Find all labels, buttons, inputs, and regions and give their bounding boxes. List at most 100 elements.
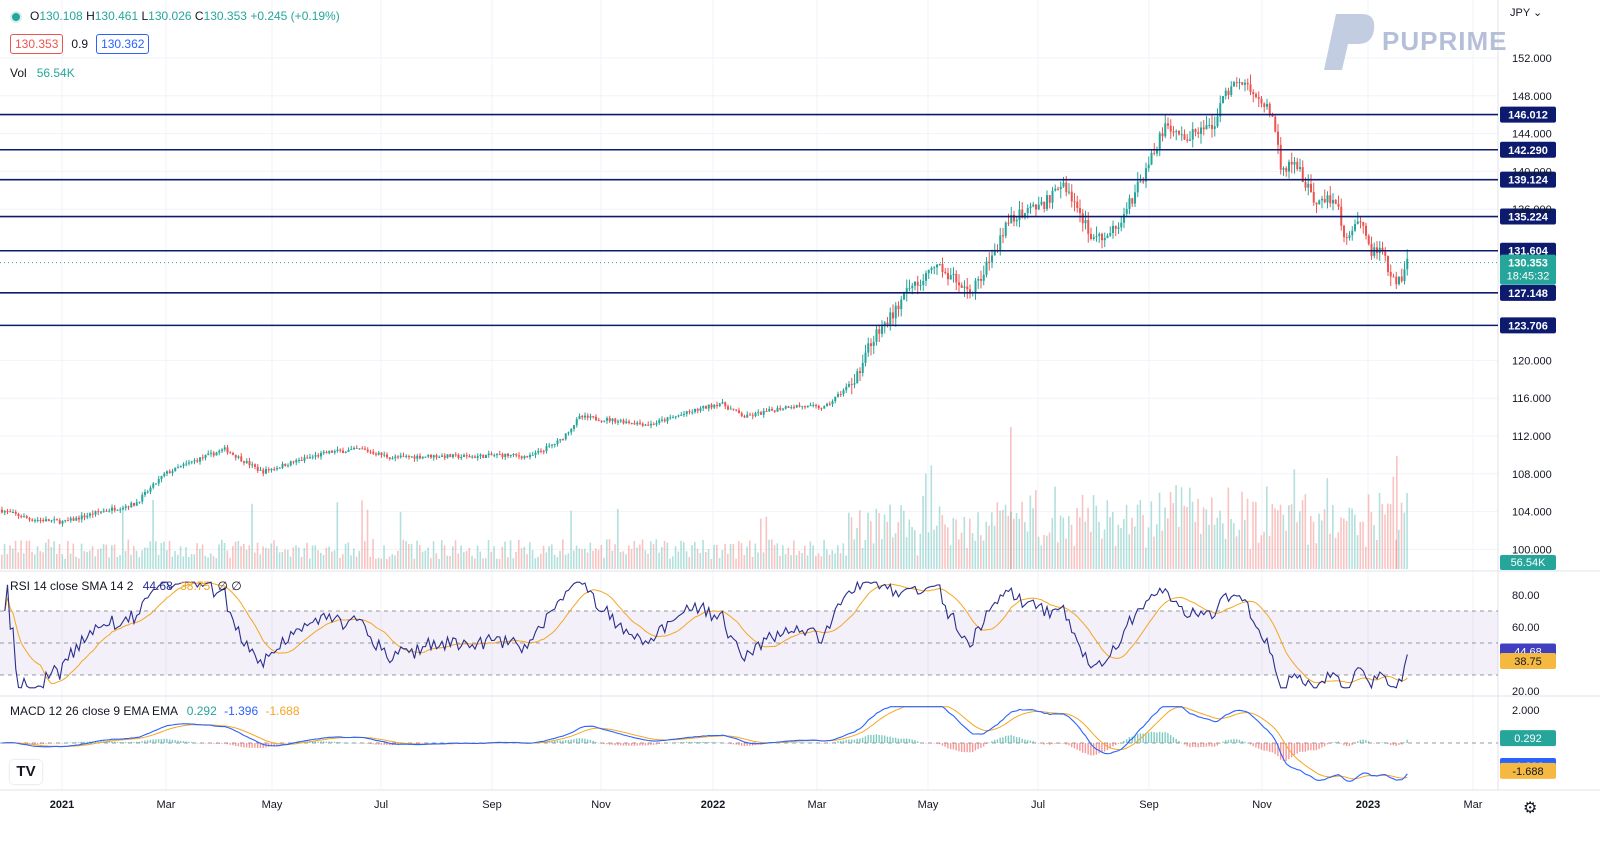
settings-gear-icon[interactable]: ⚙ — [1523, 800, 1538, 817]
candle-body — [707, 404, 710, 409]
candle-body — [1260, 98, 1263, 104]
candle-body — [204, 455, 207, 458]
volume-bar — [551, 544, 553, 569]
macd-hist-bar — [903, 738, 905, 743]
macd-hist-bar — [691, 741, 693, 743]
candle-body — [925, 273, 927, 281]
candle-body — [306, 457, 309, 459]
volume-bar — [666, 542, 669, 569]
macd-hist-bar — [421, 743, 424, 744]
volume-bar — [677, 551, 680, 569]
sell-button[interactable]: 130.353 — [10, 34, 64, 54]
candle-body — [166, 471, 168, 474]
macd-hist-bar — [1403, 742, 1406, 743]
macd-hist-bar — [941, 743, 944, 746]
macd-hist-bar — [727, 743, 729, 744]
candle-body — [1323, 198, 1326, 203]
candle-body — [333, 451, 336, 453]
price-axis[interactable]: 152.000148.000144.000140.000136.000120.0… — [1500, 53, 1556, 779]
candle-body — [974, 280, 977, 293]
candle-body — [1043, 201, 1046, 209]
level-tag — [1500, 284, 1556, 301]
tradingview-icon[interactable]: TV — [10, 760, 42, 784]
candle-body — [526, 456, 529, 458]
candle-body — [1092, 237, 1095, 239]
currency-selector[interactable]: JPY ⌄ — [1510, 7, 1543, 19]
macd-hist-bar — [1277, 743, 1279, 757]
candle-body — [1268, 103, 1271, 115]
ohlc-legend: O130.108 H130.461 L130.026 C130.353 +0.2… — [10, 9, 340, 23]
candle-body — [1156, 150, 1158, 154]
candle-body — [1293, 161, 1296, 165]
volume-bar — [399, 511, 402, 569]
macd-hist-bar — [784, 742, 787, 743]
candle-body — [867, 343, 870, 353]
rsi-legend[interactable]: RSI 14 close SMA 14 2 44.68 38.75 ∅ ∅ — [10, 579, 242, 593]
volume-bar — [611, 550, 614, 569]
volume-bar — [603, 557, 605, 569]
macd-hist-bar — [600, 743, 603, 744]
macd-hist-bar — [333, 741, 336, 743]
macd-hist-bar — [1326, 743, 1329, 745]
candle-body — [75, 517, 78, 521]
candle-body — [292, 461, 295, 463]
macd-hist-bar — [1274, 743, 1276, 755]
macd-hist-bar — [710, 742, 713, 743]
volume-bar — [303, 548, 306, 569]
macd-hist-bar — [188, 741, 190, 743]
macd-hist-bar — [355, 742, 358, 744]
macd-hist-bar — [78, 742, 80, 743]
support-resistance-lines[interactable]: 146.012142.290139.124135.224131.604127.1… — [0, 106, 1556, 570]
candle-body — [661, 419, 663, 421]
open-label: O — [30, 9, 40, 23]
macd-hist-bar — [938, 743, 941, 745]
volume-bar — [108, 557, 110, 569]
macd-hist-bar — [559, 740, 561, 743]
candle-body — [969, 289, 971, 294]
volume-bar — [1268, 536, 1271, 569]
candle-body — [350, 449, 353, 451]
candle-body — [578, 416, 581, 420]
macd-hist-bar — [680, 742, 682, 743]
time-axis[interactable]: 2021 Mar May Jul Sep Nov 2022 Mar May Jul Sep Nov 20… — [50, 799, 1483, 811]
macd-hist-bar — [578, 738, 581, 743]
candle-body — [801, 406, 804, 408]
candle-body — [1164, 123, 1167, 137]
buy-button[interactable]: 130.362 — [96, 34, 150, 54]
volume-bar — [850, 517, 853, 569]
volume-bar — [1378, 492, 1381, 569]
volume-bar — [1136, 504, 1139, 569]
volume-bar — [146, 547, 149, 569]
macd-hist-bar — [256, 743, 259, 749]
volume-bar — [333, 550, 336, 569]
volume-bar — [284, 549, 286, 569]
candle-body — [124, 506, 127, 508]
macd-hist-bar — [1076, 743, 1078, 750]
candle-body — [399, 455, 402, 458]
candle-body — [1123, 214, 1125, 223]
volume-bar — [361, 500, 363, 569]
candle-body — [141, 494, 144, 502]
macd-hist-bar — [72, 742, 75, 743]
candle-body — [454, 454, 457, 456]
macd-legend[interactable]: MACD 12 26 close 9 EMA EMA 0.292 -1.396 … — [10, 704, 300, 718]
macd-hist-bar — [1073, 743, 1076, 749]
macd-hist-bar — [347, 742, 350, 744]
volume-bar — [388, 556, 391, 569]
volume-bar — [740, 543, 743, 569]
volume-bar — [795, 554, 798, 569]
candle-body — [666, 417, 669, 422]
macd-hist-bar — [311, 741, 314, 743]
volume-bar — [501, 546, 504, 569]
candle-body — [1062, 182, 1065, 187]
volume-bar — [663, 540, 666, 569]
volume-bar — [375, 558, 377, 569]
candle-body — [732, 408, 735, 410]
candle-body — [1406, 258, 1409, 270]
candle-body — [174, 467, 177, 472]
candle-body — [394, 456, 397, 459]
volume-bar — [1307, 544, 1309, 569]
candle-body — [859, 371, 861, 374]
macd-hist-bar — [1238, 739, 1241, 743]
